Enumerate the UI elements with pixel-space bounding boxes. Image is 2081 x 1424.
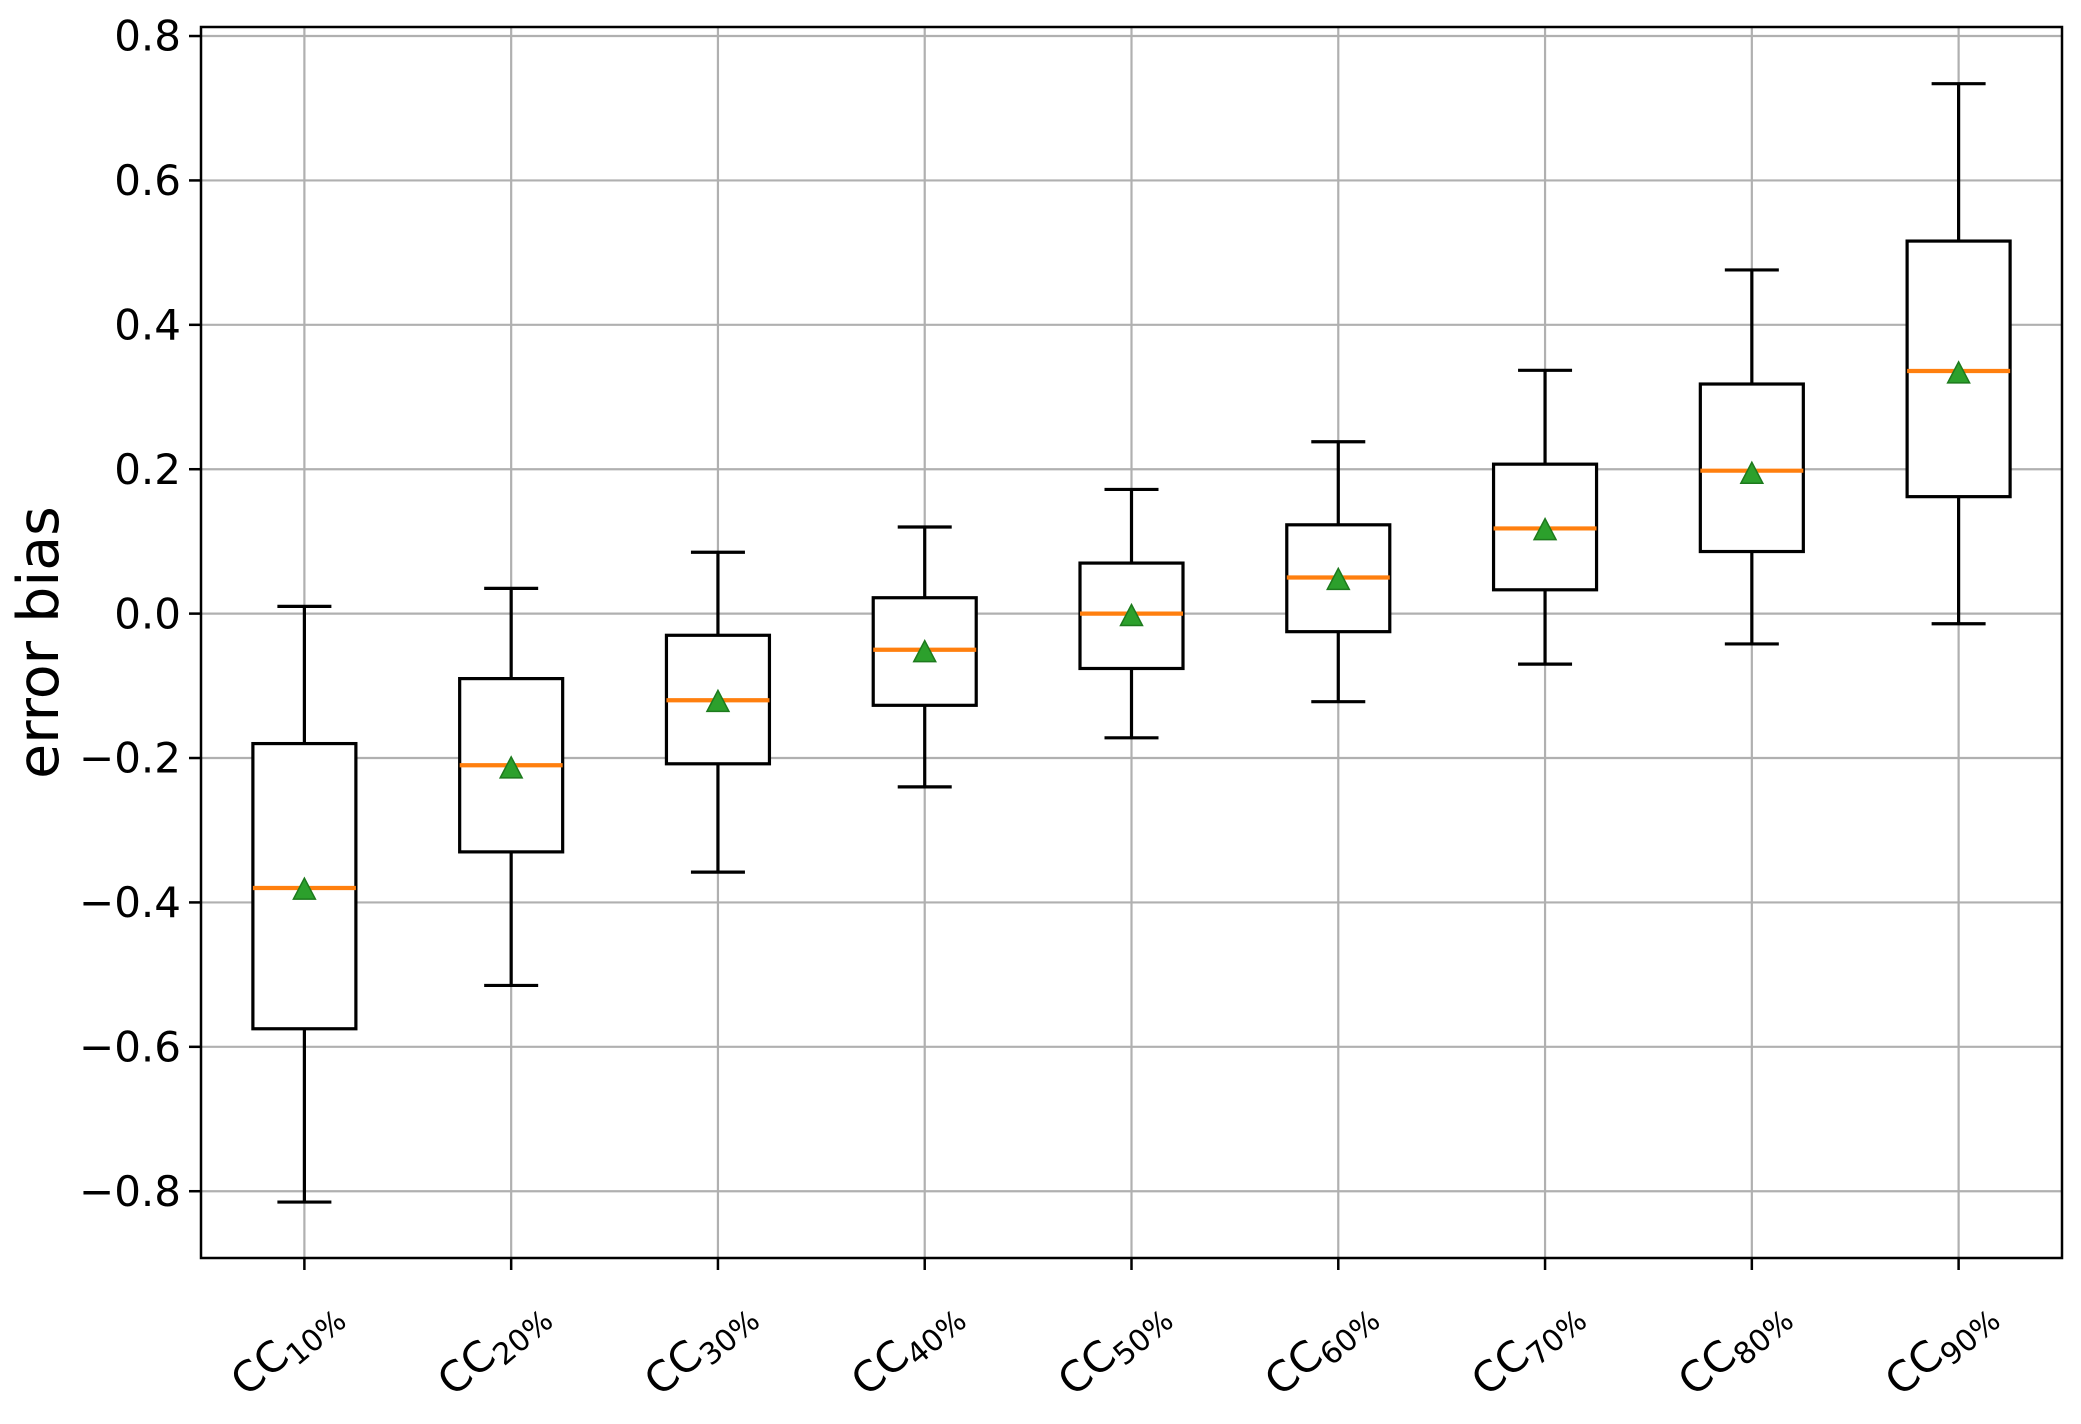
- box-CC90%: [1905, 82, 2012, 626]
- y-tick-label: 0.4: [114, 301, 181, 350]
- y-axis-label: error bias: [6, 506, 72, 779]
- y-tick-label: −0.6: [79, 1023, 181, 1072]
- box-CC20%: [458, 586, 565, 988]
- mean-marker: [912, 638, 937, 663]
- mean-marker: [705, 688, 731, 713]
- mean-marker: [1326, 566, 1351, 591]
- box-CC40%: [871, 525, 978, 789]
- y-tick-label: 0.6: [114, 156, 181, 205]
- plot-border: [199, 25, 2064, 1260]
- box-CC10%: [251, 604, 358, 1204]
- y-tick-label: 0.2: [114, 445, 181, 494]
- mean-marker: [1739, 460, 1765, 485]
- box-CC60%: [1285, 440, 1392, 704]
- box-CC50%: [1078, 487, 1185, 740]
- mean-marker: [292, 876, 317, 900]
- mean-marker: [498, 755, 524, 779]
- y-tick-label: 0.0: [114, 589, 181, 638]
- y-tick-label: 0.8: [114, 12, 181, 61]
- box-CC30%: [664, 550, 772, 874]
- box-CC80%: [1698, 268, 1805, 646]
- y-tick-label: −0.4: [79, 878, 181, 927]
- y-axis: 0.8 0.6 0.4 0.2 0.0 −0.2 −0.4 −0.6 −0.8: [79, 12, 201, 1216]
- mean-marker: [1119, 602, 1144, 627]
- mean-marker: [1946, 360, 1971, 384]
- box-CC70%: [1491, 368, 1599, 666]
- y-tick-label: −0.8: [79, 1167, 181, 1216]
- y-tick-label: −0.2: [79, 734, 181, 783]
- mean-marker: [1532, 516, 1558, 541]
